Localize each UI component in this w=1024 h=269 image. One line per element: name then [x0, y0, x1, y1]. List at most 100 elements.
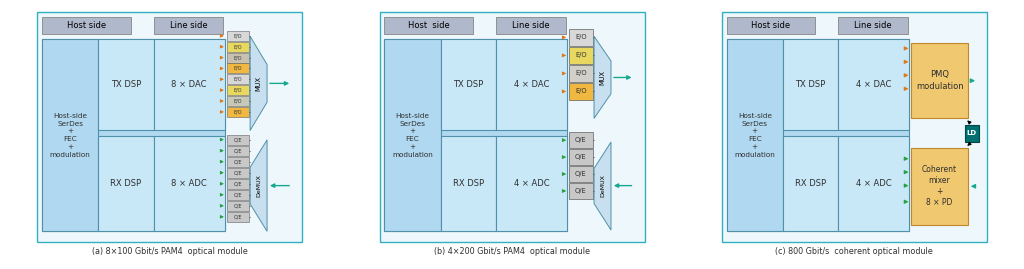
FancyBboxPatch shape: [839, 39, 909, 130]
FancyBboxPatch shape: [226, 134, 249, 145]
FancyBboxPatch shape: [727, 17, 815, 34]
Text: DeMUX: DeMUX: [256, 174, 261, 197]
FancyBboxPatch shape: [569, 83, 593, 100]
Text: Line side: Line side: [170, 21, 207, 30]
FancyBboxPatch shape: [42, 39, 98, 231]
FancyBboxPatch shape: [226, 168, 249, 178]
Text: O/E: O/E: [233, 170, 242, 175]
FancyBboxPatch shape: [727, 39, 783, 231]
Text: Host-side
SerDes
+
FEC
+
modulation: Host-side SerDes + FEC + modulation: [734, 113, 775, 158]
Text: O/E: O/E: [233, 203, 242, 208]
Text: O/E: O/E: [233, 192, 242, 197]
FancyBboxPatch shape: [569, 166, 593, 182]
Polygon shape: [250, 36, 267, 130]
FancyBboxPatch shape: [37, 12, 302, 242]
FancyBboxPatch shape: [384, 39, 567, 231]
Text: Host  side: Host side: [408, 21, 450, 30]
Text: 4 × ADC: 4 × ADC: [514, 179, 549, 188]
Text: RX DSP: RX DSP: [795, 179, 826, 188]
FancyBboxPatch shape: [380, 12, 645, 242]
FancyBboxPatch shape: [569, 47, 593, 64]
FancyBboxPatch shape: [496, 17, 566, 34]
Text: E/O: E/O: [233, 66, 242, 71]
FancyBboxPatch shape: [226, 96, 249, 106]
Text: (c) 800 Gbit/s  coherent optical module: (c) 800 Gbit/s coherent optical module: [775, 247, 933, 256]
Text: O/E: O/E: [575, 137, 587, 143]
Text: 4 × DAC: 4 × DAC: [856, 80, 891, 89]
FancyBboxPatch shape: [965, 125, 979, 142]
Text: RX DSP: RX DSP: [453, 179, 483, 188]
FancyBboxPatch shape: [98, 39, 154, 130]
FancyBboxPatch shape: [496, 39, 567, 130]
Text: E/O: E/O: [233, 55, 242, 60]
Text: MUX: MUX: [599, 70, 605, 85]
Text: O/E: O/E: [233, 214, 242, 219]
Text: DeMUX: DeMUX: [600, 175, 605, 197]
FancyBboxPatch shape: [154, 136, 225, 231]
FancyBboxPatch shape: [569, 149, 593, 165]
FancyBboxPatch shape: [569, 29, 593, 46]
Text: E/O: E/O: [233, 98, 242, 104]
Text: TX DSP: TX DSP: [111, 80, 141, 89]
FancyBboxPatch shape: [226, 85, 249, 95]
Text: Host-side
SerDes
+
FEC
+
modulation: Host-side SerDes + FEC + modulation: [392, 113, 433, 158]
FancyBboxPatch shape: [496, 136, 567, 231]
Text: E/O: E/O: [233, 44, 242, 49]
FancyBboxPatch shape: [569, 132, 593, 148]
Text: O/E: O/E: [575, 154, 587, 160]
Text: 8 × DAC: 8 × DAC: [171, 80, 207, 89]
Text: 4 × DAC: 4 × DAC: [514, 80, 549, 89]
FancyBboxPatch shape: [226, 179, 249, 189]
Text: O/E: O/E: [233, 181, 242, 186]
Text: Line side: Line side: [512, 21, 550, 30]
FancyBboxPatch shape: [226, 63, 249, 73]
Text: TX DSP: TX DSP: [796, 80, 825, 89]
FancyBboxPatch shape: [226, 212, 249, 222]
Text: E/O: E/O: [233, 33, 242, 38]
Text: PMQ
modulation: PMQ modulation: [915, 70, 964, 91]
Text: E/O: E/O: [575, 70, 587, 76]
Polygon shape: [594, 142, 611, 230]
FancyBboxPatch shape: [226, 42, 249, 52]
FancyBboxPatch shape: [783, 39, 839, 130]
Polygon shape: [594, 36, 611, 118]
Text: O/E: O/E: [575, 188, 587, 194]
Text: O/E: O/E: [233, 148, 242, 153]
FancyBboxPatch shape: [727, 39, 909, 231]
FancyBboxPatch shape: [911, 43, 968, 118]
Text: E/O: E/O: [575, 52, 587, 58]
FancyBboxPatch shape: [226, 107, 249, 117]
Text: Host side: Host side: [67, 21, 105, 30]
Text: E/O: E/O: [575, 34, 587, 40]
FancyBboxPatch shape: [569, 183, 593, 199]
FancyBboxPatch shape: [569, 65, 593, 82]
Text: E/O: E/O: [233, 88, 242, 93]
Text: MUX: MUX: [256, 76, 261, 91]
Text: (b) 4×200 Gbit/s PAM4  optical module: (b) 4×200 Gbit/s PAM4 optical module: [434, 247, 590, 256]
FancyBboxPatch shape: [783, 136, 839, 231]
Text: LD: LD: [967, 130, 977, 136]
FancyBboxPatch shape: [226, 190, 249, 200]
Text: Host-side
SerDes
+
FEC
+
modulation: Host-side SerDes + FEC + modulation: [50, 113, 90, 158]
FancyBboxPatch shape: [154, 17, 223, 34]
Text: RX DSP: RX DSP: [111, 179, 141, 188]
FancyBboxPatch shape: [839, 136, 909, 231]
FancyBboxPatch shape: [839, 17, 908, 34]
FancyBboxPatch shape: [42, 17, 131, 34]
FancyBboxPatch shape: [384, 17, 473, 34]
Text: 4 × ADC: 4 × ADC: [856, 179, 892, 188]
Text: E/O: E/O: [575, 89, 587, 94]
Text: Line side: Line side: [854, 21, 892, 30]
Polygon shape: [250, 140, 267, 231]
Text: E/O: E/O: [233, 77, 242, 82]
FancyBboxPatch shape: [384, 39, 440, 231]
FancyBboxPatch shape: [440, 136, 496, 231]
Text: 8 × ADC: 8 × ADC: [171, 179, 207, 188]
Text: Host side: Host side: [752, 21, 791, 30]
FancyBboxPatch shape: [98, 136, 154, 231]
Text: O/E: O/E: [233, 159, 242, 164]
Text: O/E: O/E: [575, 171, 587, 177]
Text: Coherent
mixer
+
8 × PD: Coherent mixer + 8 × PD: [922, 165, 957, 207]
FancyBboxPatch shape: [226, 201, 249, 211]
FancyBboxPatch shape: [226, 74, 249, 84]
